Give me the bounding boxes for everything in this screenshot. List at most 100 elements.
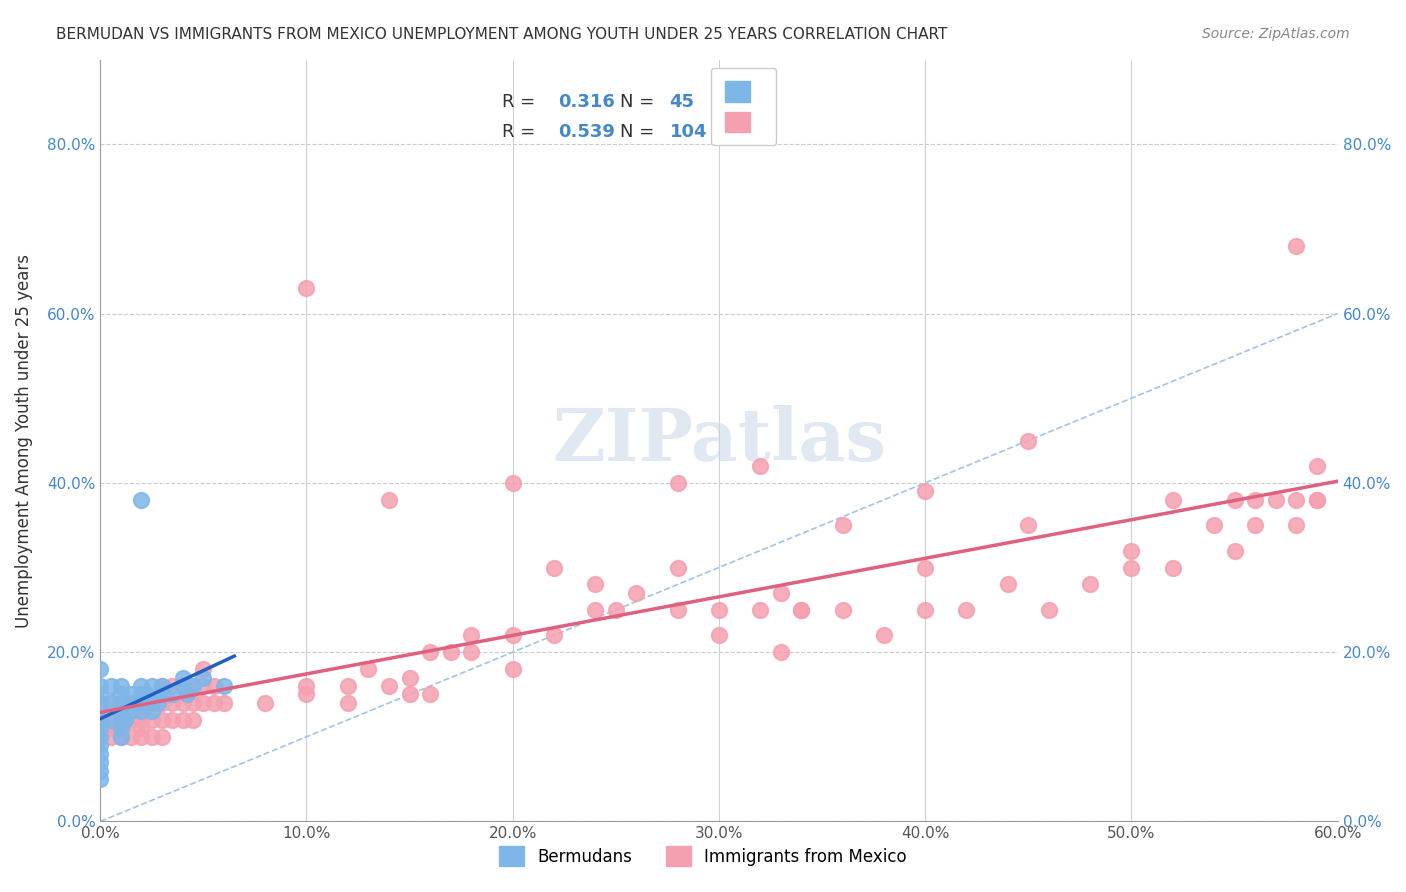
Point: [357, 662, 380, 676]
Point: [295, 281, 318, 295]
Point: [583, 577, 606, 591]
Point: [336, 679, 359, 693]
Point: [120, 705, 142, 719]
Point: [1223, 492, 1246, 507]
Point: [1306, 458, 1329, 473]
Point: [135, 696, 157, 710]
Point: [1078, 577, 1101, 591]
Point: [150, 679, 173, 693]
Point: [172, 713, 194, 727]
Point: [193, 696, 215, 710]
Point: [831, 603, 853, 617]
Point: [150, 713, 173, 727]
Point: [295, 679, 318, 693]
Text: 45: 45: [669, 93, 695, 111]
Point: [162, 679, 184, 693]
Point: [100, 730, 122, 744]
Point: [193, 679, 215, 693]
Text: N =: N =: [620, 123, 659, 141]
Point: [997, 577, 1019, 591]
Point: [172, 679, 194, 693]
Point: [110, 722, 132, 736]
Point: [89, 772, 111, 786]
Point: [110, 730, 132, 744]
Point: [543, 560, 565, 574]
Point: [769, 645, 792, 659]
Point: [378, 492, 401, 507]
Point: [89, 679, 111, 693]
Point: [110, 713, 132, 727]
Point: [135, 688, 157, 702]
Point: [110, 679, 132, 693]
Point: [749, 458, 772, 473]
Point: [162, 713, 184, 727]
Point: [89, 696, 111, 710]
Point: [110, 722, 132, 736]
Point: [141, 713, 163, 727]
Point: [707, 628, 730, 642]
Point: [398, 671, 420, 685]
Point: [100, 679, 122, 693]
Point: [831, 518, 853, 533]
Text: 0.539: 0.539: [558, 123, 614, 141]
Text: BERMUDAN VS IMMIGRANTS FROM MEXICO UNEMPLOYMENT AMONG YOUTH UNDER 25 YEARS CORRE: BERMUDAN VS IMMIGRANTS FROM MEXICO UNEMP…: [56, 27, 948, 42]
Text: Source: ZipAtlas.com: Source: ZipAtlas.com: [1202, 27, 1350, 41]
Point: [1244, 518, 1267, 533]
Point: [1202, 518, 1225, 533]
Point: [141, 696, 163, 710]
Point: [131, 722, 153, 736]
Point: [666, 475, 689, 490]
Point: [131, 492, 153, 507]
Point: [120, 688, 142, 702]
Point: [172, 696, 194, 710]
Point: [176, 688, 198, 702]
Point: [150, 730, 173, 744]
Point: [89, 713, 111, 727]
Point: [1306, 492, 1329, 507]
Point: [114, 696, 136, 710]
Point: [707, 603, 730, 617]
Point: [181, 696, 204, 710]
Point: [398, 688, 420, 702]
Point: [146, 696, 169, 710]
Point: [89, 730, 111, 744]
Text: ZIPatlas: ZIPatlas: [553, 405, 886, 476]
Text: 104: 104: [669, 123, 707, 141]
Point: [955, 603, 977, 617]
Legend: Bermudans, Immigrants from Mexico: Bermudans, Immigrants from Mexico: [491, 838, 915, 875]
Y-axis label: Unemployment Among Youth under 25 years: Unemployment Among Youth under 25 years: [15, 253, 32, 628]
Point: [131, 705, 153, 719]
Point: [1121, 543, 1143, 558]
Point: [1161, 560, 1184, 574]
Point: [89, 747, 111, 761]
Point: [162, 688, 184, 702]
Point: [1264, 492, 1286, 507]
Point: [605, 603, 627, 617]
Point: [89, 713, 111, 727]
Point: [150, 696, 173, 710]
Point: [131, 730, 153, 744]
Point: [212, 679, 235, 693]
Point: [141, 679, 163, 693]
Point: [89, 722, 111, 736]
Point: [254, 696, 277, 710]
Point: [110, 705, 132, 719]
Point: [583, 603, 606, 617]
Point: [440, 645, 463, 659]
Point: [666, 560, 689, 574]
Point: [89, 662, 111, 676]
Point: [141, 705, 163, 719]
Point: [110, 730, 132, 744]
Point: [1017, 518, 1039, 533]
Point: [202, 696, 225, 710]
Point: [100, 713, 122, 727]
Point: [131, 688, 153, 702]
Point: [769, 586, 792, 600]
Point: [502, 475, 524, 490]
Point: [89, 696, 111, 710]
Point: [150, 688, 173, 702]
Point: [666, 603, 689, 617]
Point: [131, 696, 153, 710]
Point: [1038, 603, 1060, 617]
Point: [89, 688, 111, 702]
